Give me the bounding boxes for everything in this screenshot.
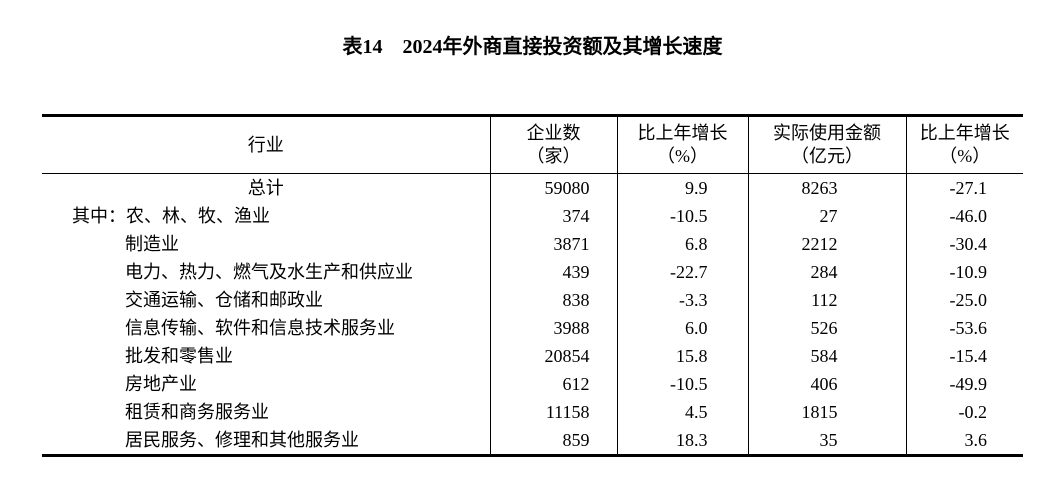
amount-used-cell: 406 (748, 370, 907, 398)
amount-growth-cell: -25.0 (949, 290, 988, 310)
enterprise-count-cell: 11158 (490, 398, 618, 426)
industry-label: 居民服务、修理和其他服务业 (42, 426, 491, 456)
amount-used-cell: 2212 (748, 230, 907, 258)
industry-label: 批发和零售业 (42, 342, 491, 370)
amount-used-cell: 8263 (748, 173, 907, 202)
industry-label: 其中：农、林、牧、渔业 (42, 202, 491, 230)
col-header-enterprise-growth: 比上年增长 （%） (617, 115, 749, 174)
amount-growth-cell: -0.2 (958, 402, 988, 422)
fdi-table: 行业 企业数 （家） 比上年增长 （%） 实际使用金额 （亿元） 比上年增长 （… (42, 114, 1023, 457)
amount-used-cell: 526 (748, 314, 907, 342)
amount-growth-cell: -46.0 (949, 206, 988, 226)
table-header: 行业 企业数 （家） 比上年增长 （%） 实际使用金额 （亿元） 比上年增长 （… (42, 115, 1023, 174)
enterprise-growth-cell: 9.9 (617, 173, 749, 202)
table-body: 总计 59080 9.9 8263 -27.1 其中：农、林、牧、渔业 374 -10.5 27… (42, 173, 1023, 456)
enterprise-count-cell: 374 (490, 202, 618, 230)
amount-growth-cell: -10.9 (949, 262, 988, 282)
header-unit: （家） (526, 146, 581, 166)
header-label: 企业数 (526, 123, 581, 143)
industry-label: 租赁和商务服务业 (42, 398, 491, 426)
header-unit: （%） (657, 146, 708, 166)
enterprise-count-cell: 439 (490, 258, 618, 286)
header-label: 比上年增长 (919, 123, 1010, 143)
table-row: 交通运输、仓储和邮政业 838 -3.3 112 -25.0 (42, 286, 1023, 314)
table-row: 信息传输、软件和信息技术服务业 3988 6.0 526 -53.6 (42, 314, 1023, 342)
enterprise-growth-cell: -10.5 (617, 202, 749, 230)
table-row: 其中：农、林、牧、渔业 374 -10.5 27 -46.0 (42, 202, 1023, 230)
industry-label: 信息传输、软件和信息技术服务业 (42, 314, 491, 342)
header-label: 实际使用金额 (773, 123, 881, 143)
enterprise-count-cell: 612 (490, 370, 618, 398)
enterprise-growth-cell: 18.3 (617, 426, 749, 456)
enterprise-growth-cell: -22.7 (617, 258, 749, 286)
amount-used-cell: 584 (748, 342, 907, 370)
table-row: 总计 59080 9.9 8263 -27.1 (42, 173, 1023, 202)
header-row: 行业 企业数 （家） 比上年增长 （%） 实际使用金额 （亿元） 比上年增长 （… (42, 115, 1023, 174)
enterprise-growth-cell: 6.8 (617, 230, 749, 258)
amount-growth-cell: -49.9 (949, 374, 988, 394)
table-row: 租赁和商务服务业 11158 4.5 1815 -0.2 (42, 398, 1023, 426)
amount-growth-cell: 3.6 (964, 430, 988, 450)
amount-used-cell: 27 (748, 202, 907, 230)
enterprise-growth-cell: -10.5 (617, 370, 749, 398)
enterprise-count-cell: 3988 (490, 314, 618, 342)
col-header-industry: 行业 (42, 115, 491, 174)
table-row: 制造业 3871 6.8 2212 -30.4 (42, 230, 1023, 258)
enterprise-growth-cell: -3.3 (617, 286, 749, 314)
table-row: 居民服务、修理和其他服务业 859 18.3 35 3.6 (42, 426, 1023, 456)
industry-label: 房地产业 (42, 370, 491, 398)
amount-growth-cell: -15.4 (949, 346, 988, 366)
enterprise-count-cell: 20854 (490, 342, 618, 370)
col-header-amount-used: 实际使用金额 （亿元） (748, 115, 907, 174)
page-title: 表14 2024年外商直接投资额及其增长速度 (342, 36, 723, 58)
enterprise-count-cell: 838 (490, 286, 618, 314)
amount-growth-cell: -53.6 (949, 318, 988, 338)
table-row: 电力、热力、燃气及水生产和供应业 439 -22.7 284 -10.9 (42, 258, 1023, 286)
industry-label: 电力、热力、燃气及水生产和供应业 (42, 258, 491, 286)
industry-label: 总计 (42, 173, 491, 202)
header-unit: （亿元） (791, 146, 863, 166)
col-header-amount-growth: 比上年增长 （%） (906, 115, 1023, 174)
enterprise-count-cell: 3871 (490, 230, 618, 258)
amount-growth-cell: -27.1 (949, 178, 988, 198)
enterprise-count-cell: 59080 (490, 173, 618, 202)
amount-used-cell: 284 (748, 258, 907, 286)
industry-label: 制造业 (42, 230, 491, 258)
header-label: 行业 (247, 134, 284, 155)
enterprise-growth-cell: 15.8 (617, 342, 749, 370)
enterprise-growth-cell: 4.5 (617, 398, 749, 426)
enterprise-growth-cell: 6.0 (617, 314, 749, 342)
enterprise-count-cell: 859 (490, 426, 618, 456)
table-row: 批发和零售业 20854 15.8 584 -15.4 (42, 342, 1023, 370)
table-row: 房地产业 612 -10.5 406 -49.9 (42, 370, 1023, 398)
header-label: 比上年增长 (637, 123, 728, 143)
col-header-enterprise-count: 企业数 （家） (490, 115, 618, 174)
amount-used-cell: 112 (748, 286, 907, 314)
industry-label: 交通运输、仓储和邮政业 (42, 286, 491, 314)
header-unit: （%） (939, 146, 991, 166)
amount-used-cell: 1815 (748, 398, 907, 426)
amount-growth-cell: -30.4 (949, 234, 988, 254)
amount-used-cell: 35 (748, 426, 907, 456)
